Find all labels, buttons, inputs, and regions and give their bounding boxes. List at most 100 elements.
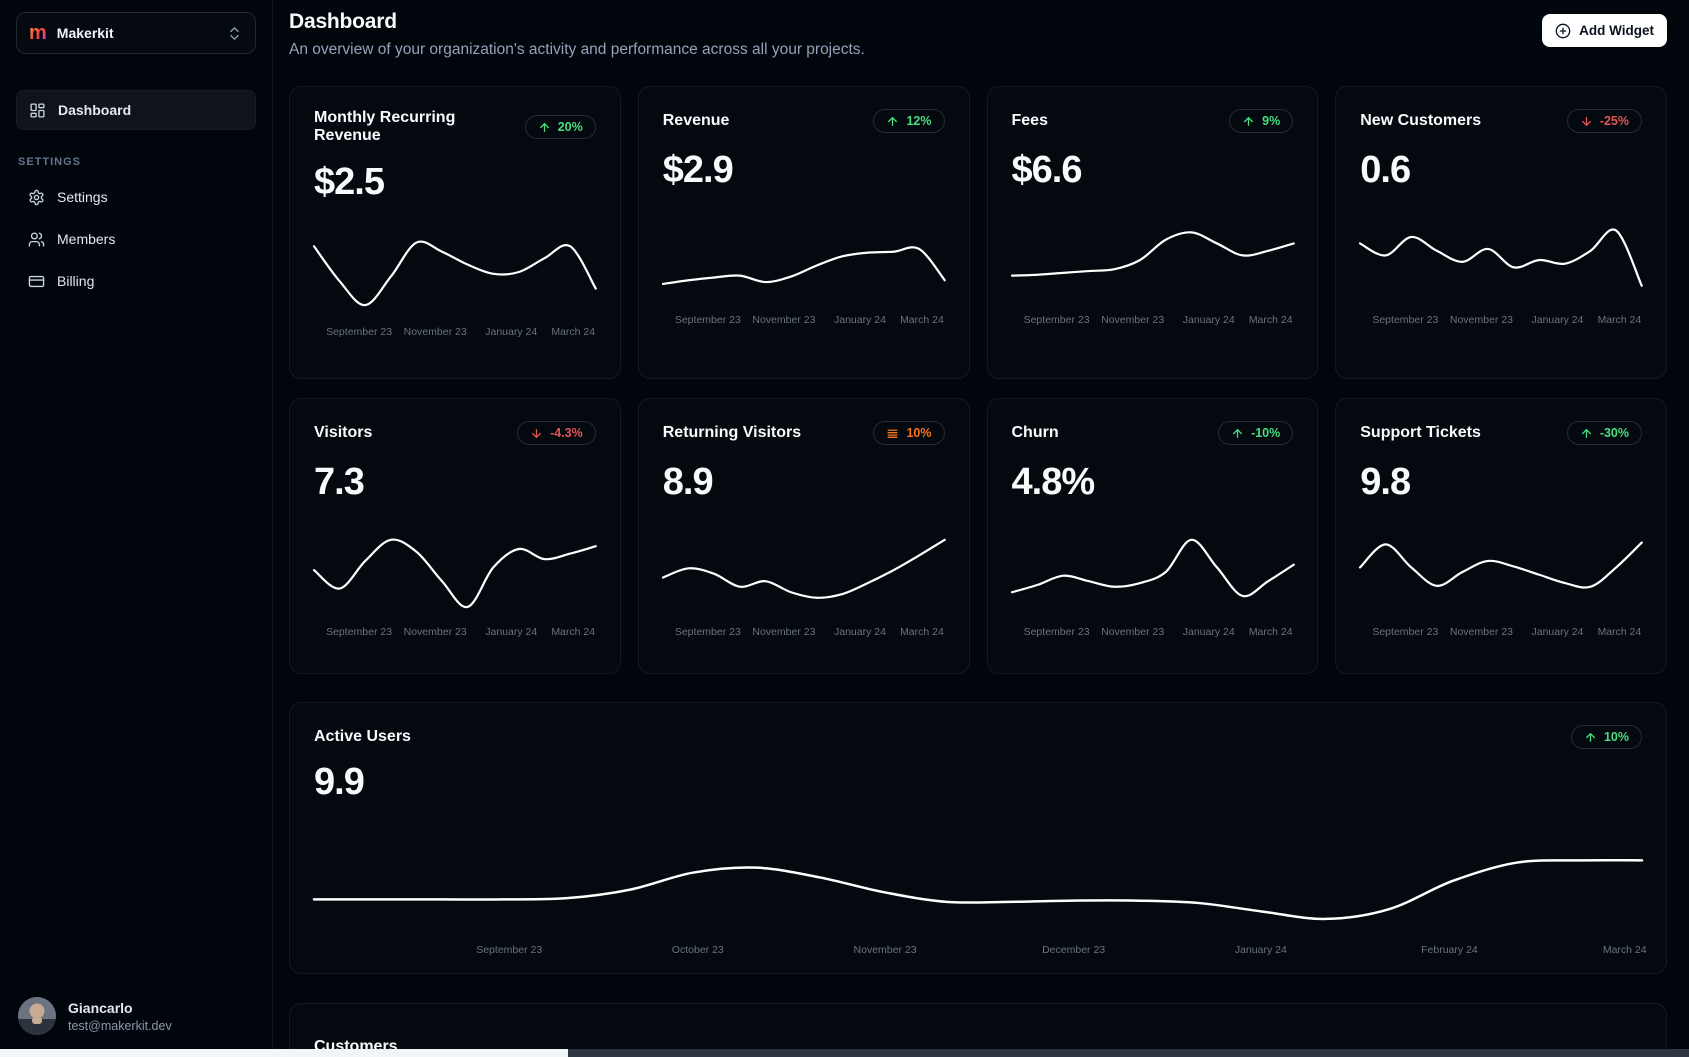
stat-card-returning-visitors: Returning Visitors 10% 8.9 September 23 N…	[637, 398, 970, 674]
trend-value: 10%	[1603, 730, 1629, 744]
makerkit-logo: m	[29, 22, 47, 44]
x-axis-tick: November 23	[853, 944, 917, 956]
active-users-chart	[314, 814, 1642, 936]
add-widget-label: Add Widget	[1579, 23, 1654, 38]
arrow-up-icon	[1586, 732, 1595, 742]
active-users-card: Active Users 10% 9.9 September 23 October…	[289, 702, 1667, 974]
x-axis-tick: November 23	[403, 326, 467, 338]
x-axis-tick: March 24	[1602, 944, 1647, 956]
x-axis-tick: March 24	[1597, 626, 1642, 638]
chevrons-up-down-icon	[226, 25, 243, 42]
x-axis-labels: September 23 November 23 January 24 March 2…	[1012, 314, 1294, 328]
x-axis-labels: September 23 November 23 January 24 March 2…	[663, 314, 945, 328]
arrow-down-icon	[532, 428, 542, 438]
x-axis-tick: January 24	[1182, 626, 1235, 638]
stat-card-title: Churn	[1011, 424, 1059, 441]
settings-section-label: SETTINGS	[18, 156, 82, 168]
x-axis-tick: March 24	[900, 314, 944, 326]
x-axis-tick: September 23	[1372, 626, 1439, 638]
stat-card-title: New Customers	[1360, 112, 1482, 129]
x-axis-tick: March 24	[551, 626, 596, 638]
stat-card-title: Fees	[1011, 112, 1048, 129]
x-axis-tick: January 24	[485, 626, 538, 638]
x-axis-tick: March 24	[1248, 626, 1293, 638]
trend-badge: 10%	[1570, 725, 1642, 749]
x-axis-tick: January 24	[1234, 944, 1287, 956]
x-axis-tick: November 23	[752, 314, 816, 326]
workspace-selector[interactable]: m Makerkit	[16, 12, 256, 54]
sidebar-item-label: Settings	[57, 189, 108, 205]
x-axis-tick: September 23	[1023, 626, 1090, 638]
trend-badge: 10%	[873, 421, 945, 445]
sidebar-item-dashboard[interactable]: Dashboard	[16, 90, 256, 130]
trend-badge: -25%	[1566, 109, 1642, 133]
x-axis-labels: September 23 November 23 January 24 March 2…	[663, 626, 945, 640]
trend-badge: -4.3%	[517, 421, 596, 445]
sparkline-chart	[1012, 526, 1294, 618]
x-axis-tick: March 24	[1248, 314, 1293, 326]
sparkline-chart	[1360, 214, 1642, 306]
menu-icon	[887, 429, 898, 438]
x-axis-tick: September 23	[1372, 314, 1439, 326]
trend-value: -25%	[1599, 114, 1629, 128]
scrollbar-thumb[interactable]	[568, 1049, 1689, 1057]
stat-card-support-tickets: Support Tickets -30% 9.8 September 23 Nov…	[1335, 398, 1667, 674]
sparkline-chart	[663, 214, 945, 306]
stat-value: $2.5	[314, 161, 385, 203]
credit-card-icon	[28, 275, 45, 287]
stat-card-monthly-recurring-revenue: Monthly Recurring Revenue 20% $2.5 Septe…	[289, 86, 621, 379]
stat-card-churn: Churn -10% 4.8% September 23 November 23 J…	[986, 398, 1319, 674]
arrow-up-icon	[1244, 116, 1254, 126]
trend-value: -10%	[1251, 426, 1281, 440]
trend-badge: 9%	[1229, 109, 1294, 133]
trend-badge: 20%	[524, 115, 596, 139]
x-axis-tick: September 23	[476, 944, 543, 956]
x-axis-tick: March 24	[1597, 314, 1642, 326]
x-axis-tick: September 23	[1023, 314, 1090, 326]
trend-value: 20%	[557, 120, 583, 134]
x-axis-tick: November 23	[403, 626, 467, 638]
stat-card-fees: Fees 9% $6.6 September 23 November 23 Janu…	[986, 86, 1319, 379]
sidebar-item-settings[interactable]: Settings	[16, 178, 256, 216]
sidebar-item-label: Dashboard	[58, 102, 132, 118]
x-axis-labels: September 23 November 23 January 24 March 2…	[314, 626, 596, 640]
sparkline-chart	[314, 226, 596, 318]
x-axis-tick: January 24	[485, 326, 538, 338]
stat-value: 8.9	[662, 461, 714, 503]
x-axis-tick: February 24	[1421, 944, 1478, 956]
trend-badge: -10%	[1218, 421, 1294, 445]
user-profile[interactable]: Giancarlo test@makerkit.dev	[16, 993, 256, 1039]
user-email: test@makerkit.dev	[68, 1018, 172, 1033]
stat-value: 7.3	[314, 461, 365, 503]
stat-card-revenue: Revenue 12% $2.9 September 23 November 23…	[637, 86, 970, 379]
stat-value: 9.8	[1360, 461, 1411, 503]
x-axis-tick: September 23	[326, 326, 393, 338]
plus-circle-icon	[1555, 23, 1571, 38]
x-axis-tick: November 23	[1101, 314, 1165, 326]
stat-card-title: Revenue	[662, 112, 730, 129]
add-widget-button[interactable]: Add Widget	[1542, 14, 1667, 47]
trend-value: 12%	[906, 114, 932, 128]
x-axis-labels: September 23 November 23 January 24 March 2…	[1360, 314, 1642, 328]
stat-value: $6.6	[1011, 149, 1083, 191]
sparkline-chart	[314, 526, 596, 618]
x-axis-tick: December 23	[1042, 944, 1106, 956]
sidebar-item-billing[interactable]: Billing	[16, 262, 256, 300]
stat-card-title: Returning Visitors	[662, 424, 802, 441]
trend-value: 10%	[906, 426, 932, 440]
x-axis-tick: September 23	[326, 626, 393, 638]
stat-card-title: Visitors	[314, 424, 373, 441]
sidebar-item-label: Members	[57, 231, 116, 247]
x-axis-tick: November 23	[1101, 626, 1165, 638]
sparkline-chart	[1012, 214, 1294, 306]
x-axis-tick: September 23	[674, 314, 741, 326]
arrow-up-icon	[1233, 428, 1243, 438]
x-axis-tick: March 24	[551, 326, 596, 338]
trend-value: -4.3%	[550, 426, 583, 440]
x-axis-tick: November 23	[1449, 626, 1513, 638]
sidebar-item-members[interactable]: Members	[16, 220, 256, 258]
x-axis-tick: November 23	[752, 626, 816, 638]
stats-grid: Monthly Recurring Revenue 20% $2.5 Septe…	[289, 86, 1667, 674]
horizontal-scrollbar[interactable]	[0, 1049, 1689, 1057]
stat-card-visitors: Visitors -4.3% 7.3 September 23 November …	[289, 398, 621, 674]
